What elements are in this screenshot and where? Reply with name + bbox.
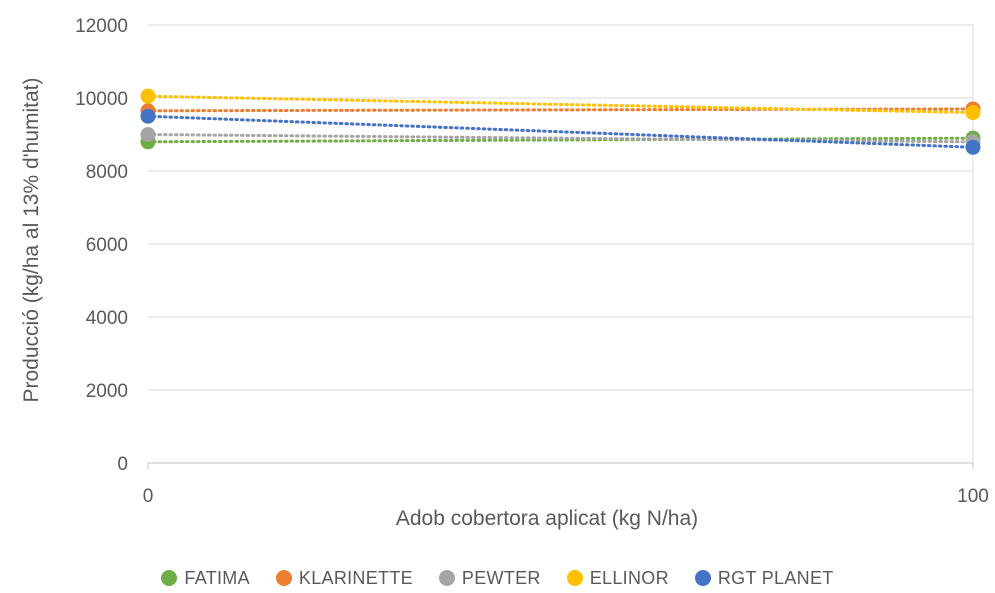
series-line-pewter: [146, 133, 975, 144]
y-tick-label: 8000: [86, 162, 128, 183]
chart: 0 2000 4000 6000 8000 10000 12000 0 100 Adob co…: [20, 16, 989, 530]
data-point-ellinor: [140, 88, 156, 104]
x-tick-label: 0: [143, 486, 154, 507]
legend: FATIMA KLARINETTE PEWTER ELLINOR RGT PLANET: [0, 563, 995, 593]
legend-item-ellinor: ELLINOR: [566, 567, 669, 589]
y-axis-title: Producció (kg/ha al 13% d'humitat): [20, 77, 43, 402]
series-line-ellinor: [146, 94, 975, 115]
legend-label: PEWTER: [461, 567, 541, 588]
data-point-rgt-planet: [140, 108, 156, 124]
series-group: [140, 88, 981, 155]
legend-item-klarinette: KLARINETTE: [275, 567, 413, 589]
y-tick-label: 4000: [86, 308, 128, 329]
series-line-rgt-planet: [146, 114, 975, 149]
legend-label: ELLINOR: [589, 567, 669, 588]
legend-item-pewter: PEWTER: [438, 567, 541, 589]
legend-swatch: [275, 570, 292, 586]
legend-item-fatima: FATIMA: [161, 567, 250, 589]
legend-label: KLARINETTE: [298, 567, 413, 588]
y-tick-label: 2000: [86, 381, 128, 402]
data-point-pewter: [140, 127, 156, 142]
gridlines: [148, 24, 974, 464]
legend-swatch: [566, 570, 583, 586]
series-line-fatima: [146, 136, 975, 144]
x-axis-ticks: 0 100: [143, 463, 989, 507]
y-tick-label: 6000: [86, 235, 128, 256]
legend-item-rgt-planet: RGT PLANET: [694, 567, 834, 589]
y-tick-label: 10000: [75, 89, 128, 110]
y-tick-label: 12000: [75, 16, 128, 37]
y-axis-ticks: 0 2000 4000 6000 8000 10000 12000: [75, 16, 128, 475]
x-axis-title: Adob cobertora aplicat (kg N/ha): [396, 507, 698, 530]
legend-swatch: [438, 570, 455, 586]
legend-label: RGT PLANET: [717, 567, 834, 588]
data-point-ellinor: [965, 105, 981, 121]
y-tick-label: 0: [117, 454, 128, 475]
x-tick-label: 100: [957, 486, 989, 507]
legend-swatch: [694, 570, 711, 586]
data-point-rgt-planet: [965, 139, 981, 155]
legend-label: FATIMA: [184, 567, 250, 588]
legend-swatch: [161, 570, 178, 586]
